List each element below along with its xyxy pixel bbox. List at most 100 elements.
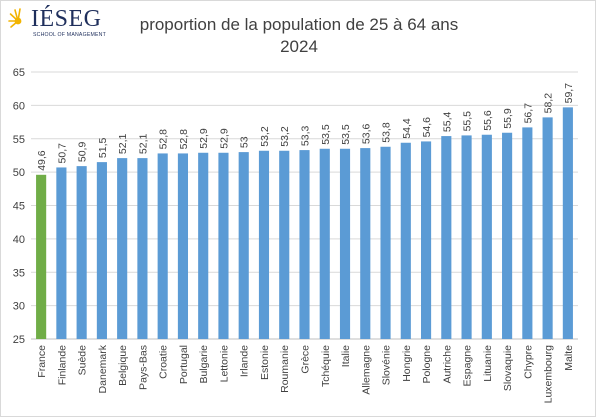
bar <box>76 166 87 339</box>
bar <box>177 153 189 339</box>
chart-title: proportion de la population de 25 à 64 a… <box>139 15 459 34</box>
x-tick-label: Allemagne <box>360 345 372 395</box>
bar <box>96 162 107 339</box>
y-tick-label: 25 <box>13 334 25 346</box>
x-axis-ticks: France Finlande Suède Danemark Belgique Pays-… <box>36 344 575 403</box>
x-tick-label: Hongrie <box>401 345 413 382</box>
x-tick-label: Pays-Bas <box>137 345 149 390</box>
x-tick-label: Slovaquie <box>502 345 514 391</box>
bar <box>279 150 290 339</box>
bar <box>441 136 452 339</box>
logo-wordmark: IÉSEG <box>31 6 102 32</box>
bar <box>258 150 270 339</box>
bar <box>198 152 209 339</box>
data-label: 53,2 <box>279 126 291 147</box>
x-tick-label: Grèce <box>300 345 312 374</box>
x-tick-label: Belgique <box>117 345 129 386</box>
bar <box>420 141 432 339</box>
x-tick-label: Autriche <box>441 345 453 384</box>
bar <box>380 146 391 339</box>
x-tick-label: Bulgarie <box>198 345 210 384</box>
bar <box>36 174 47 339</box>
data-label: 59,7 <box>563 83 575 104</box>
y-tick-label: 30 <box>13 301 25 313</box>
data-label: 54,6 <box>421 117 433 138</box>
data-label: 55,6 <box>482 110 494 131</box>
y-tick-label: 55 <box>13 134 25 146</box>
bar <box>157 153 168 339</box>
x-tick-label: Chypre <box>522 345 534 379</box>
data-label: 53,2 <box>259 126 271 147</box>
y-tick-label: 60 <box>13 100 25 112</box>
bar <box>522 127 533 339</box>
x-tick-label: Croatie <box>158 345 170 379</box>
bar <box>562 107 573 339</box>
y-tick-label: 65 <box>13 67 25 79</box>
x-tick-label: Roumanie <box>279 345 291 393</box>
bar <box>481 134 492 339</box>
x-tick-label: Estonie <box>259 345 271 380</box>
data-label: 52,1 <box>137 134 149 155</box>
x-tick-label: Irlande <box>239 345 251 377</box>
bar <box>542 117 553 339</box>
x-tick-label: Danemark <box>97 344 109 393</box>
data-label: 53,6 <box>360 123 372 144</box>
data-label: 53,8 <box>381 122 393 143</box>
x-tick-label: Lettonie <box>218 345 230 383</box>
x-tick-label: Portugal <box>178 345 190 384</box>
data-label: 50,7 <box>56 143 68 164</box>
data-label: 53,5 <box>340 124 352 145</box>
y-tick-label: 35 <box>13 267 25 279</box>
chart-subtitle: 2024 <box>280 37 318 56</box>
bar <box>461 135 472 339</box>
bar <box>400 142 411 339</box>
data-label: 51,5 <box>97 138 109 159</box>
x-tick-label: Malte <box>563 345 575 371</box>
bar <box>56 167 67 339</box>
bar <box>319 148 330 339</box>
bar <box>238 152 249 339</box>
data-labels: 49,6 50,7 50,9 51,5 52,1 52,1 52,8 52,8 52,9 52,9… <box>36 83 575 171</box>
y-tick-label: 45 <box>13 201 25 213</box>
bar <box>218 152 229 339</box>
data-label: 53,3 <box>300 126 312 147</box>
x-tick-label: Slovénie <box>381 345 393 385</box>
x-tick-label: France <box>36 345 48 378</box>
data-label: 49,6 <box>36 150 48 171</box>
ieseg-logo: IÉSEG SCHOOL OF MANAGEMENT <box>7 5 107 41</box>
data-label: 52,9 <box>198 128 210 149</box>
data-label: 55,4 <box>441 111 453 132</box>
data-label: 52,8 <box>158 129 170 150</box>
bar <box>360 148 371 339</box>
bar <box>299 150 310 339</box>
data-label: 53 <box>239 136 251 148</box>
x-tick-label: Pologne <box>421 345 433 384</box>
sun-icon <box>8 8 22 28</box>
x-tick-label: Lituanie <box>482 345 494 382</box>
bars <box>36 107 573 339</box>
data-label: 52,1 <box>117 134 129 155</box>
y-tick-label: 50 <box>13 167 25 179</box>
x-tick-label: Tchéquie <box>320 345 332 387</box>
x-tick-label: Italie <box>340 345 352 367</box>
bar <box>117 158 128 339</box>
x-tick-label: Finlande <box>56 345 68 385</box>
x-tick-label: Espagne <box>462 345 474 387</box>
x-tick-label: Suède <box>77 345 89 376</box>
data-label: 52,8 <box>178 129 190 150</box>
bar <box>339 148 351 339</box>
bar <box>502 132 513 339</box>
data-label: 50,9 <box>77 142 89 163</box>
y-tick-label: 40 <box>13 234 25 246</box>
y-axis-ticks: 25 30 35 40 45 50 55 60 65 <box>13 67 25 346</box>
x-tick-label: Luxembourg <box>543 345 555 404</box>
data-label: 56,7 <box>522 103 534 124</box>
bar <box>137 158 148 339</box>
data-label: 54,4 <box>401 118 413 139</box>
data-label: 55,5 <box>462 111 474 132</box>
data-label: 55,9 <box>502 108 514 129</box>
data-label: 53,5 <box>320 124 332 145</box>
data-label: 52,9 <box>218 128 230 149</box>
logo-tagline: SCHOOL OF MANAGEMENT <box>33 32 106 38</box>
